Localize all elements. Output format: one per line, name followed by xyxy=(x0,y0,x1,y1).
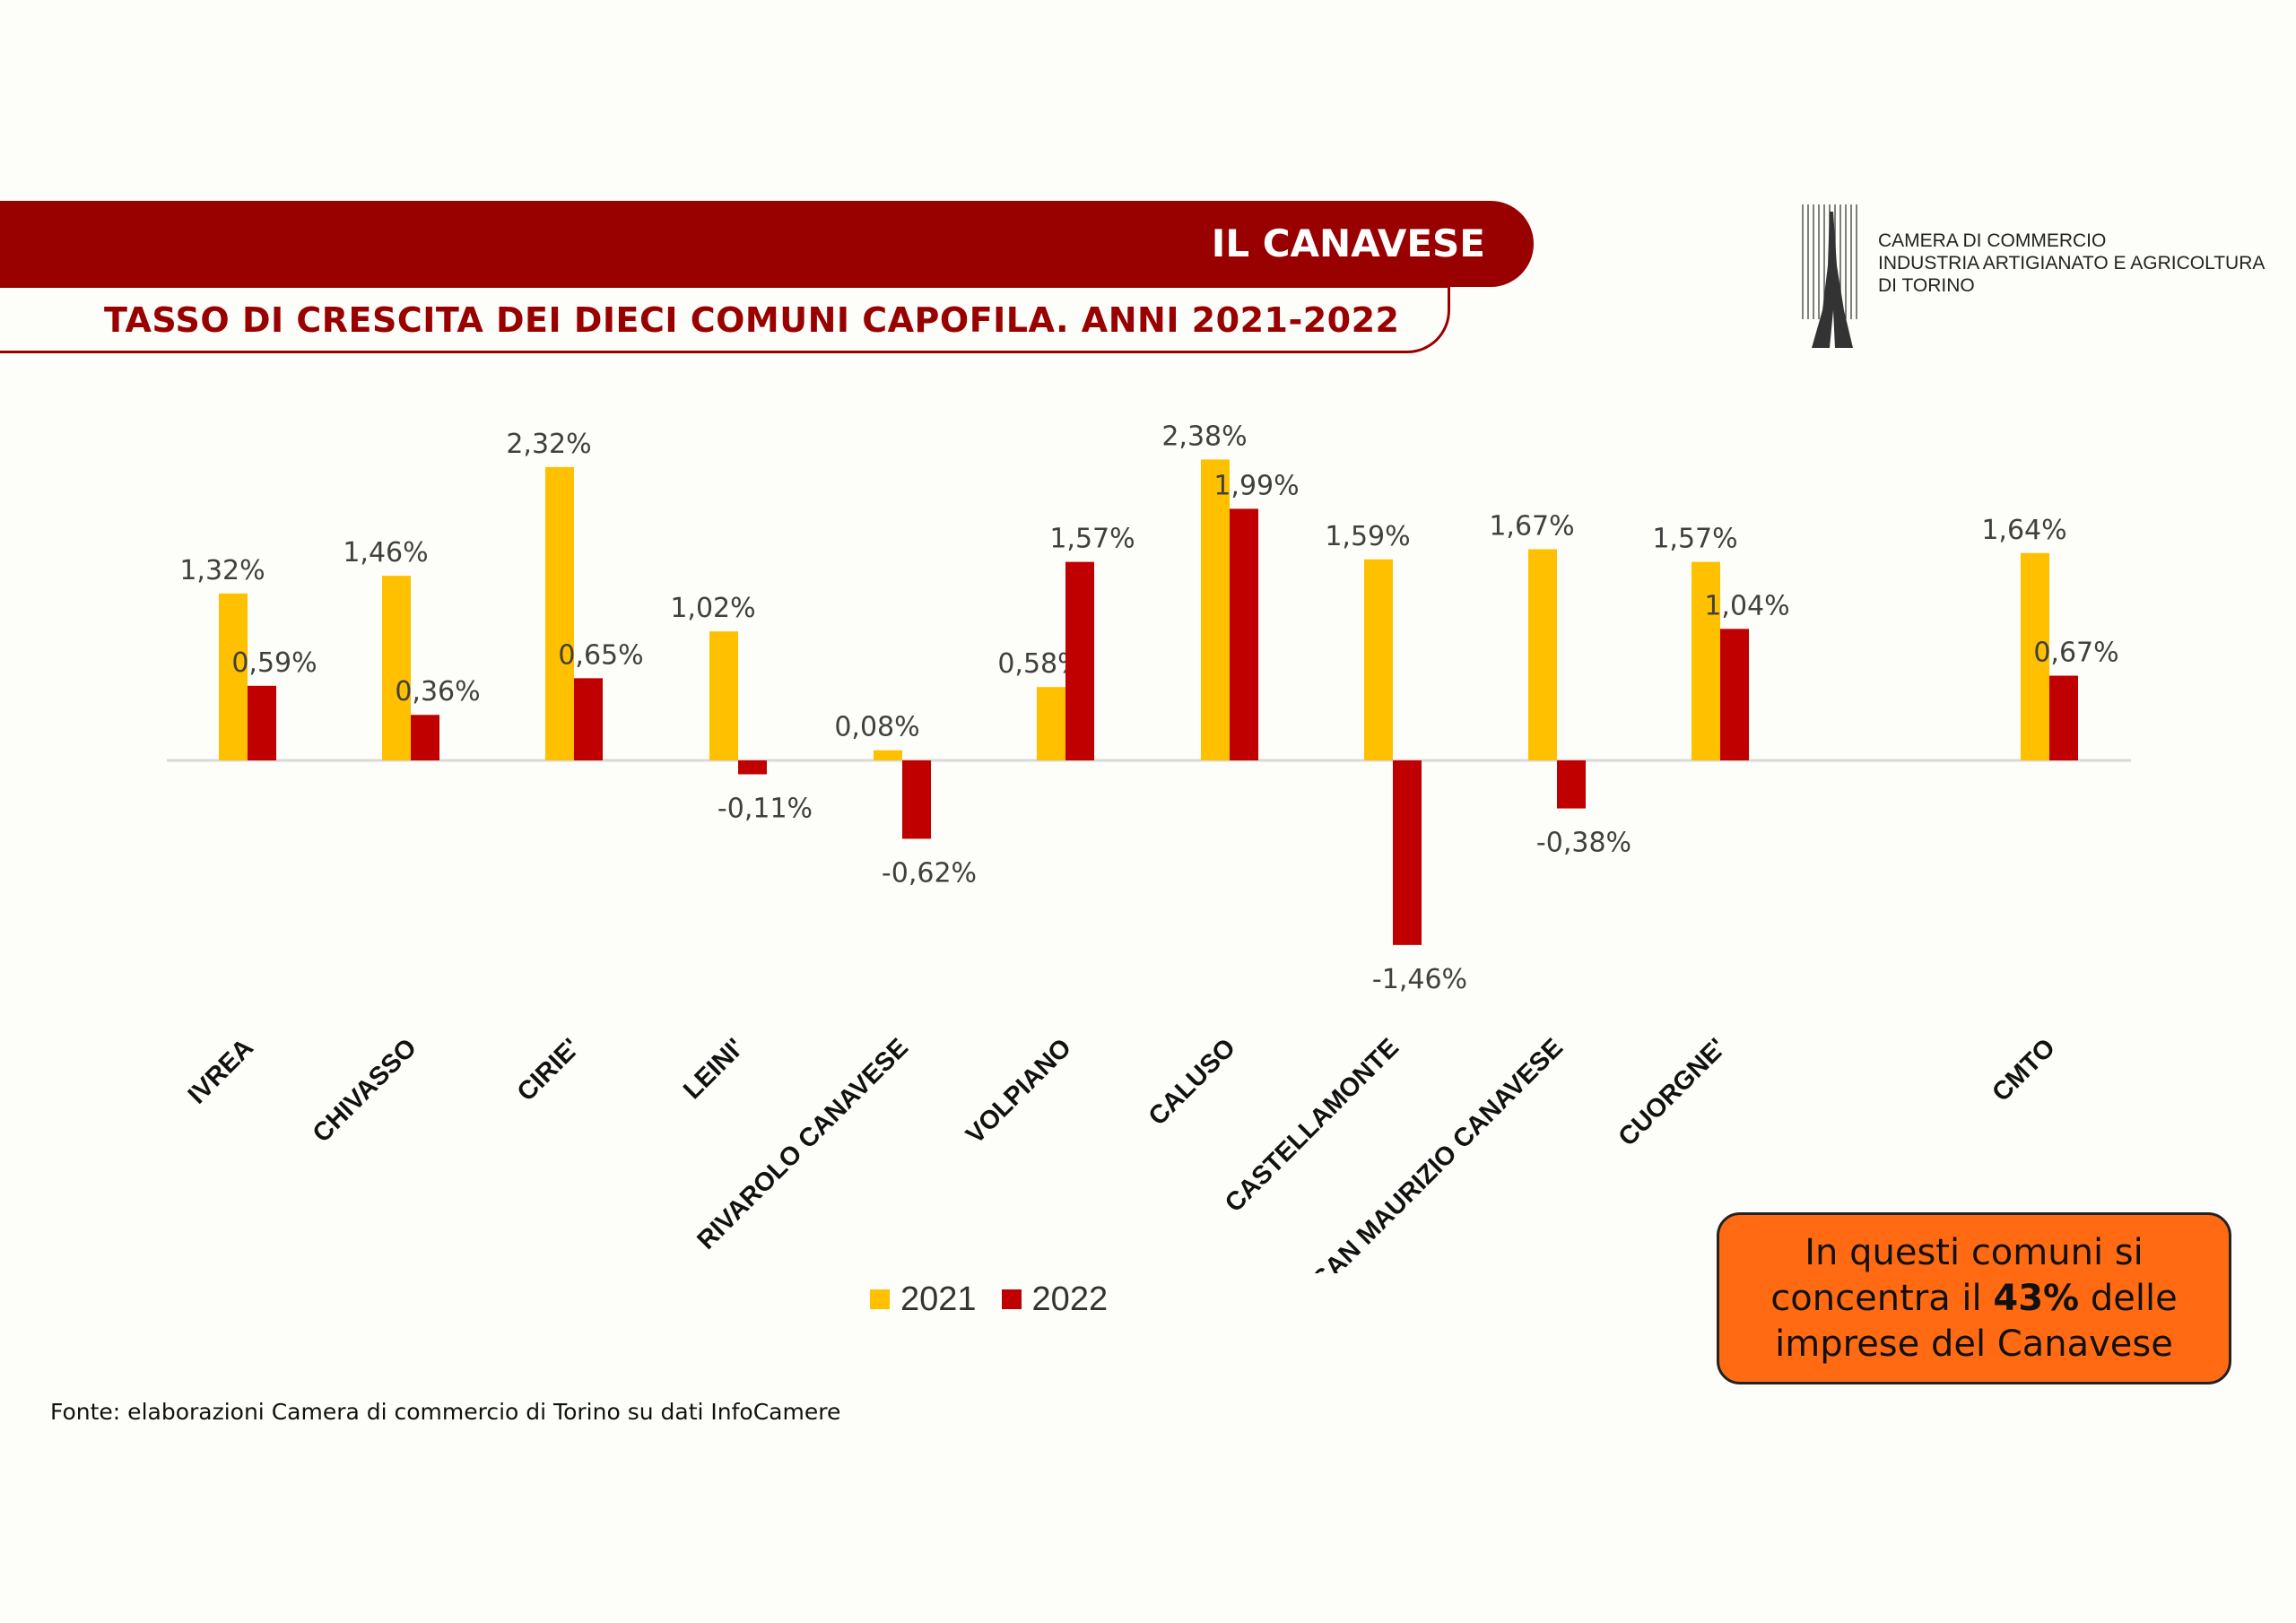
legend-swatch-2021 xyxy=(870,1289,890,1309)
callout-highlight: 43% xyxy=(1993,1277,2080,1319)
legend-item-2022: 2022 xyxy=(1001,1280,1109,1319)
bar-2021-cmto xyxy=(2021,552,2049,760)
bar-2021-cirie xyxy=(545,466,574,760)
data-label-2021-cirie: 2,32% xyxy=(506,429,591,460)
bar-2021-san-maurizio-canavese xyxy=(1528,549,1557,760)
data-label-2022-cuorgne: 1,04% xyxy=(1704,590,1789,621)
bar-2021-castellamonte xyxy=(1364,559,1393,760)
data-label-2022-chivasso: 0,36% xyxy=(395,676,480,707)
legend-label-2022: 2022 xyxy=(1031,1280,1109,1318)
data-label-2022-leini: -0,11% xyxy=(718,794,813,825)
mole-antonelliana-logo-icon xyxy=(1802,204,1857,348)
bar-2021-volpiano xyxy=(1037,687,1065,760)
bar-2022-san-maurizio-canavese xyxy=(1557,760,1586,809)
x-tick-label-leini: LEINI' xyxy=(678,1033,750,1105)
header-title: IL CANAVESE xyxy=(1211,221,1485,265)
bar-2022-cirie xyxy=(574,678,603,760)
x-tick-label-san-maurizio-canavese: SAN MAURIZIO CANAVESE xyxy=(1308,1033,1569,1273)
bar-2021-cuorgne xyxy=(1692,561,1720,760)
bar-2021-caluso xyxy=(1201,459,1230,760)
x-tick-label-caluso: CALUSO xyxy=(1144,1033,1241,1131)
header-band: IL CANAVESE xyxy=(0,201,1534,287)
data-label-2022-san-maurizio-canavese: -0,38% xyxy=(1536,828,1631,859)
callout-text-part2: delle imprese del Canavese xyxy=(1775,1277,2178,1365)
bar-2022-volpiano xyxy=(1065,561,1094,760)
x-tick-label-volpiano: VOLPIANO xyxy=(961,1033,1077,1150)
bar-2021-ivrea xyxy=(219,593,248,760)
data-label-2022-ivrea: 0,59% xyxy=(231,647,317,679)
logo-line-3: DI TORINO xyxy=(1878,275,1975,296)
callout-box: In questi comuni si concentra il 43% del… xyxy=(1717,1212,2231,1384)
logo-text: CAMERA DI COMMERCIO INDUSTRIA ARTIGIANAT… xyxy=(1878,230,2265,297)
x-tick-label-cuorgne: CUORGNE' xyxy=(1613,1033,1732,1151)
subtitle-box: TASSO DI CRESCITA DEI DIECI COMUNI CAPOF… xyxy=(0,285,1450,353)
data-label-2022-caluso: 1,99% xyxy=(1213,470,1299,501)
bar-2022-leini xyxy=(738,760,767,775)
data-label-2021-cuorgne: 1,57% xyxy=(1652,524,1737,555)
x-tick-label-chivasso: CHIVASSO xyxy=(308,1033,422,1148)
logo-line-1: CAMERA DI COMMERCIO xyxy=(1878,230,2107,251)
bar-2022-cuorgne xyxy=(1720,629,1749,760)
data-label-2021-rivarolo-canavese: 0,08% xyxy=(834,712,919,743)
legend-swatch-2022 xyxy=(1001,1289,1022,1309)
legend-label-2021: 2021 xyxy=(900,1280,977,1318)
data-label-2022-cirie: 0,65% xyxy=(558,639,643,671)
bar-2021-rivarolo-canavese xyxy=(874,750,902,760)
data-label-2021-san-maurizio-canavese: 1,67% xyxy=(1489,511,1574,542)
chart-title: TASSO DI CRESCITA DEI DIECI COMUNI CAPOF… xyxy=(104,300,1400,340)
data-label-2021-cmto: 1,64% xyxy=(1981,515,2066,546)
bar-2021-leini xyxy=(709,631,738,760)
bar-2022-cmto xyxy=(2049,675,2078,760)
chart-legend: 2021 2022 xyxy=(870,1278,1108,1321)
x-tick-label-castellamonte: CASTELLAMONTE xyxy=(1220,1033,1405,1218)
bar-2022-ivrea xyxy=(248,685,276,760)
data-label-2021-caluso: 2,38% xyxy=(1161,421,1247,452)
data-label-2022-rivarolo-canavese: -0,62% xyxy=(882,857,977,889)
logo-line-2: INDUSTRIA ARTIGIANATO E AGRICOLTURA xyxy=(1878,253,2266,273)
data-label-2021-ivrea: 1,32% xyxy=(179,555,265,586)
data-label-2022-castellamonte: -1,46% xyxy=(1372,964,1467,995)
data-label-2021-leini: 1,02% xyxy=(670,593,755,624)
bar-2022-chivasso xyxy=(411,715,439,760)
bar-2022-caluso xyxy=(1230,508,1258,760)
callout-text: In questi comuni si concentra il 43% del… xyxy=(1719,1230,2229,1367)
data-label-2022-cmto: 0,67% xyxy=(2033,638,2118,669)
legend-item-2021: 2021 xyxy=(870,1280,977,1319)
bar-chart: 1,32% 0,59% IVREA 1,46% 0,36% CHIVASSO 2,32% 0,… xyxy=(167,421,2131,1273)
x-tick-label-cmto: CMTO xyxy=(1987,1033,2061,1107)
source-note: Fonte: elaborazioni Camera di commercio … xyxy=(50,1399,841,1425)
callout-text-part1: In questi comuni si concentra il xyxy=(1770,1231,2144,1319)
x-tick-label-cirie: CIRIE' xyxy=(512,1033,586,1107)
bar-2022-castellamonte xyxy=(1393,760,1422,945)
x-tick-label-ivrea: IVREA xyxy=(183,1033,259,1109)
bar-2021-chivasso xyxy=(382,576,411,760)
data-label-2021-chivasso: 1,46% xyxy=(343,537,428,568)
bar-2022-rivarolo-canavese xyxy=(902,760,931,839)
data-label-2022-volpiano: 1,57% xyxy=(1049,524,1135,555)
data-label-2021-castellamonte: 1,59% xyxy=(1325,521,1410,552)
chamber-logo: CAMERA DI COMMERCIO INDUSTRIA ARTIGIANAT… xyxy=(1797,203,2282,350)
